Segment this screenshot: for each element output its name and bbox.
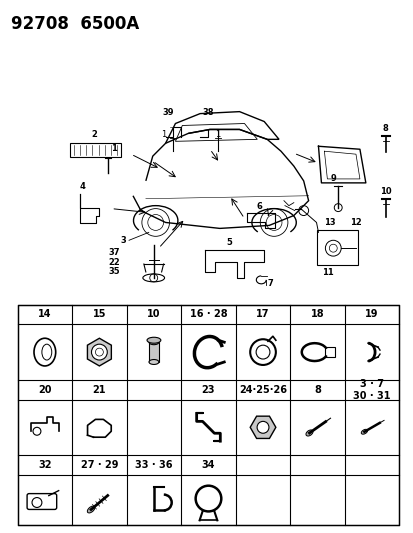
Text: 2: 2	[91, 131, 97, 139]
Circle shape	[91, 344, 107, 360]
Text: 10: 10	[379, 187, 390, 196]
Bar	[70, 143, 121, 157]
Text: 37: 37	[109, 248, 120, 257]
Bar	[17, 304, 399, 526]
Ellipse shape	[87, 506, 95, 513]
Text: 35: 35	[108, 268, 120, 277]
Text: 9: 9	[330, 174, 335, 183]
Ellipse shape	[149, 340, 159, 345]
Text: 11: 11	[322, 268, 333, 277]
Text: 12: 12	[349, 219, 361, 228]
Text: 24·25·26: 24·25·26	[238, 385, 286, 395]
Text: 33 · 36: 33 · 36	[135, 460, 172, 470]
Text: 27 · 29: 27 · 29	[81, 460, 118, 470]
Text: 20: 20	[38, 385, 52, 395]
Text: 21: 21	[93, 385, 106, 395]
Text: 38: 38	[202, 108, 213, 117]
Text: 14: 14	[38, 310, 52, 319]
Text: 3: 3	[120, 236, 126, 245]
Text: 5: 5	[226, 238, 232, 247]
Ellipse shape	[149, 360, 159, 365]
Polygon shape	[87, 338, 111, 366]
Text: 1: 1	[111, 144, 117, 153]
Bar	[325, 347, 335, 357]
Text: 1: 1	[215, 131, 220, 139]
Bar	[149, 342, 159, 362]
Text: 16 · 28: 16 · 28	[189, 310, 227, 319]
Ellipse shape	[361, 429, 367, 434]
Text: 32: 32	[38, 460, 52, 470]
Text: 8: 8	[382, 124, 387, 133]
Text: 4: 4	[80, 182, 85, 191]
Text: 92708  6500A: 92708 6500A	[11, 14, 139, 33]
Text: 18: 18	[310, 310, 324, 319]
Text: 3 · 7
30 · 31: 3 · 7 30 · 31	[353, 379, 390, 400]
Text: 8: 8	[313, 385, 320, 395]
Bar	[316, 230, 357, 265]
Text: 10: 10	[147, 310, 160, 319]
Text: 6: 6	[256, 201, 261, 211]
Text: 7: 7	[266, 279, 272, 288]
Text: 15: 15	[93, 310, 106, 319]
Text: 19: 19	[365, 310, 378, 319]
Circle shape	[256, 422, 268, 433]
Ellipse shape	[305, 430, 312, 436]
Polygon shape	[249, 416, 275, 439]
Text: 17: 17	[256, 310, 269, 319]
Text: 39: 39	[162, 108, 174, 117]
Text: 22: 22	[108, 257, 120, 266]
Text: 13: 13	[323, 219, 335, 228]
Text: 1: 1	[161, 131, 166, 139]
Text: 23: 23	[201, 385, 215, 395]
Ellipse shape	[147, 337, 161, 343]
Text: 34: 34	[201, 460, 215, 470]
